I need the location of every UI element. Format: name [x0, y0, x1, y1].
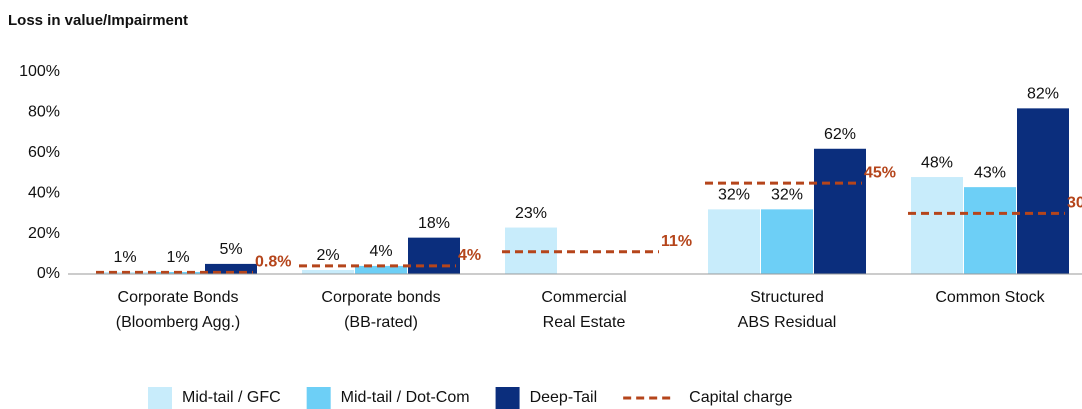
x-tick-label: Common Stock	[935, 289, 1045, 306]
bar	[408, 237, 460, 274]
value-label: 62%	[824, 126, 856, 143]
value-label: 1%	[166, 249, 189, 266]
chart-title: Loss in value/Impairment	[8, 12, 188, 29]
x-tick-label: Commercial	[541, 289, 626, 306]
value-label: 18%	[418, 215, 450, 232]
capital-charge-label: 0.8%	[255, 254, 291, 271]
value-label: 2%	[316, 247, 339, 264]
bar	[911, 177, 963, 274]
y-tick-label: 20%	[28, 225, 60, 242]
value-label: 1%	[113, 249, 136, 266]
y-tick-label: 80%	[28, 104, 60, 121]
bar	[708, 209, 760, 274]
x-tick-label: Structured	[750, 289, 824, 306]
bar	[761, 209, 813, 274]
value-label: 4%	[369, 243, 392, 260]
bar	[355, 265, 407, 274]
bar	[302, 269, 354, 274]
legend-swatch	[148, 387, 172, 409]
y-tick-label: 100%	[19, 63, 60, 80]
x-tick-label: Corporate bonds	[321, 289, 440, 306]
legend-swatch	[495, 387, 520, 409]
bar	[814, 148, 866, 274]
legend-label: Deep-Tail	[530, 389, 598, 406]
bar	[1017, 108, 1069, 274]
legend-label: Capital charge	[689, 389, 792, 406]
x-tick-label: (BB-rated)	[344, 314, 418, 331]
value-label: 32%	[718, 187, 750, 204]
value-label: 82%	[1027, 86, 1059, 103]
value-label: 43%	[974, 164, 1006, 181]
x-tick-label: Real Estate	[543, 314, 626, 331]
y-tick-label: 60%	[28, 144, 60, 161]
bar	[205, 263, 257, 274]
legend-label: Mid-tail / GFC	[182, 389, 281, 406]
x-tick-label: ABS Residual	[738, 314, 837, 331]
bar	[964, 187, 1016, 274]
legend-label: Mid-tail / Dot-Com	[341, 389, 470, 406]
value-label: 23%	[515, 205, 547, 222]
value-label: 48%	[921, 154, 953, 171]
value-label: 5%	[219, 241, 242, 258]
capital-charge-label: 4%	[458, 247, 481, 264]
capital-charge-label: 11%	[661, 233, 692, 250]
capital-charge-label: 30%	[1067, 195, 1082, 212]
x-tick-label: Corporate Bonds	[118, 289, 239, 306]
y-tick-label: 40%	[28, 184, 60, 201]
capital-charge-label: 45%	[864, 164, 896, 181]
y-tick-label: 0%	[37, 265, 60, 282]
x-tick-label: (Bloomberg Agg.)	[116, 314, 241, 331]
legend-swatch	[306, 387, 331, 409]
value-label: 32%	[771, 187, 803, 204]
